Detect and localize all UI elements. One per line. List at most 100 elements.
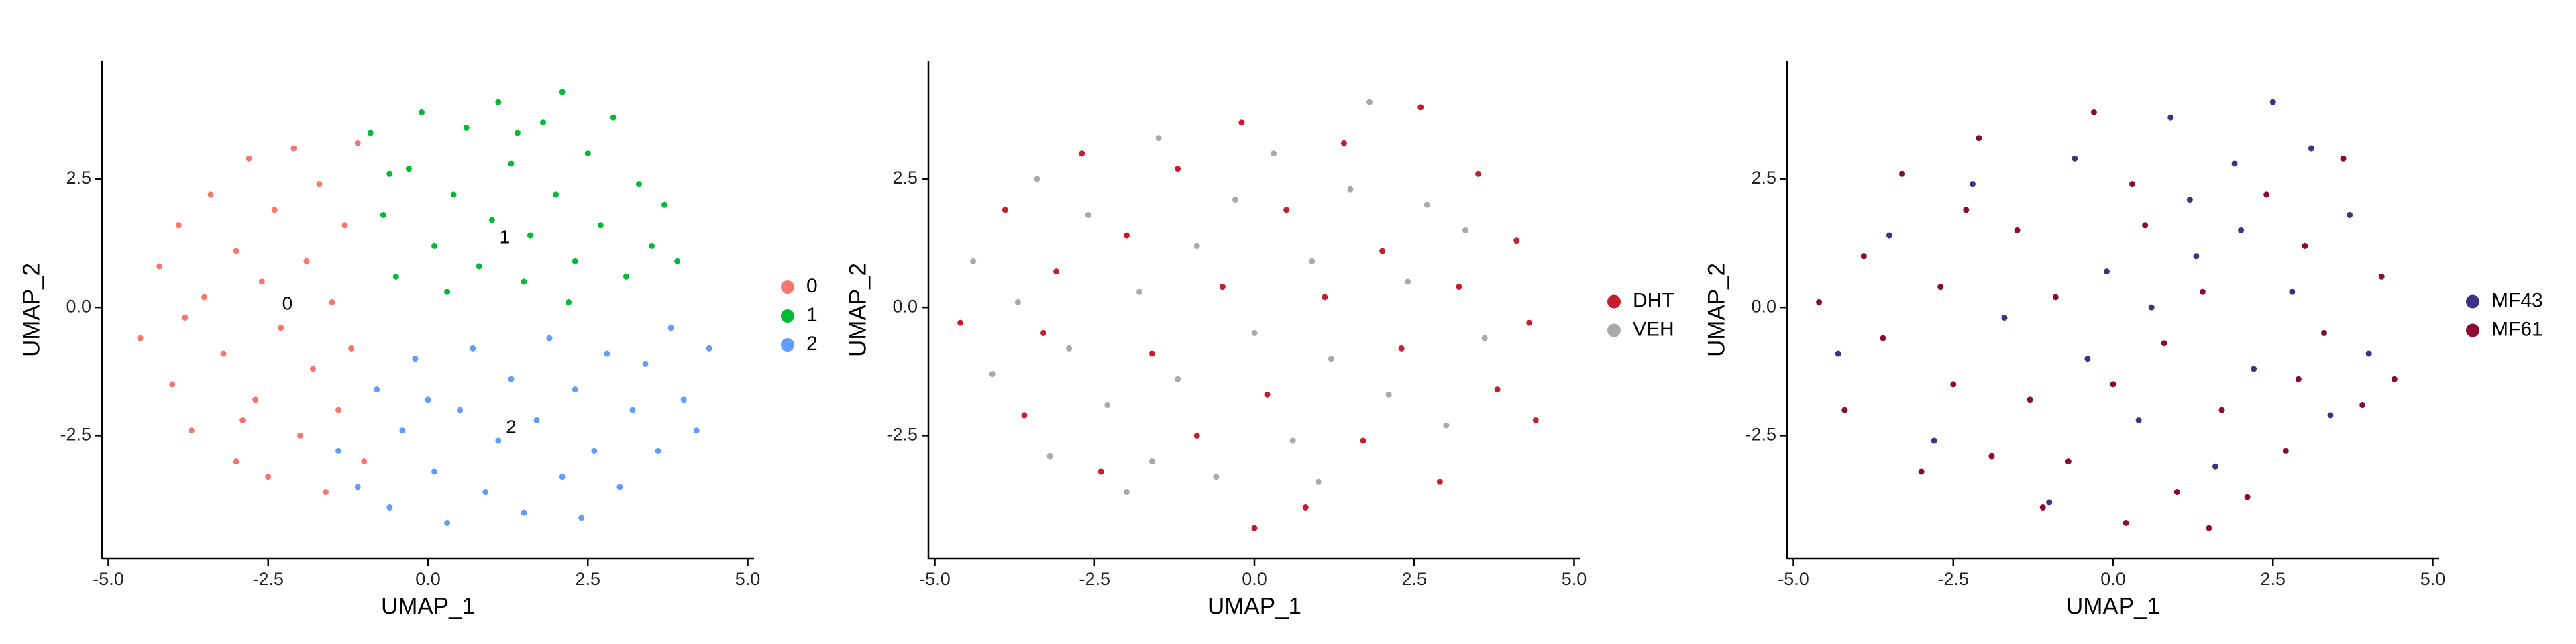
point	[495, 99, 502, 105]
point	[476, 263, 482, 270]
point	[175, 222, 182, 229]
point	[354, 484, 361, 490]
point	[655, 447, 661, 454]
point	[1097, 468, 1104, 475]
point	[354, 140, 361, 146]
point	[1251, 525, 1258, 531]
point	[246, 155, 252, 162]
point	[584, 150, 591, 157]
point	[386, 504, 393, 511]
point	[1462, 227, 1468, 233]
point	[1085, 211, 1091, 218]
point	[2199, 288, 2206, 295]
point	[1347, 186, 1354, 193]
point	[329, 299, 335, 306]
point	[1937, 284, 1944, 290]
point	[2289, 288, 2296, 295]
point	[1360, 437, 1366, 444]
point	[578, 515, 585, 521]
y-tick-label: -2.5	[1745, 425, 1776, 445]
point	[1379, 248, 1386, 254]
point	[457, 407, 464, 413]
point	[323, 489, 329, 496]
point	[309, 366, 316, 372]
point	[1880, 335, 1886, 341]
point	[1002, 207, 1008, 213]
point	[297, 432, 303, 439]
point	[508, 160, 515, 167]
point	[1436, 478, 1443, 485]
point	[2039, 504, 2046, 511]
point	[2072, 155, 2078, 162]
point	[201, 294, 207, 301]
point	[233, 458, 239, 465]
x-tick-label: 2.5	[1401, 569, 1427, 589]
point	[2347, 211, 2353, 218]
point	[1079, 150, 1085, 157]
point	[521, 509, 527, 516]
point	[380, 211, 386, 218]
point	[169, 381, 176, 388]
point	[591, 447, 598, 454]
legend-swatch	[781, 280, 794, 294]
legend-label: 0	[806, 275, 818, 297]
point	[680, 396, 687, 403]
point	[1532, 417, 1539, 423]
point	[1155, 135, 1162, 142]
point	[1123, 489, 1130, 496]
point	[2142, 222, 2149, 229]
point	[182, 314, 189, 321]
point	[649, 242, 655, 249]
point	[572, 386, 578, 393]
point	[271, 207, 278, 213]
x-tick-label: -2.5	[1937, 569, 1969, 589]
point	[2391, 376, 2398, 382]
point	[405, 166, 412, 172]
point	[1219, 284, 1226, 290]
point	[137, 335, 144, 341]
point	[278, 325, 284, 331]
point	[604, 350, 610, 357]
x-tick-label: -5.0	[93, 569, 124, 589]
y-tick-label: 2.5	[892, 168, 918, 188]
point	[635, 181, 642, 188]
point	[559, 89, 566, 95]
x-tick-label: 5.0	[735, 569, 761, 589]
point	[1175, 376, 1181, 382]
point	[1040, 329, 1047, 336]
point	[674, 258, 681, 264]
point	[566, 299, 572, 306]
point	[1014, 299, 1021, 306]
panel: 0 1 2 -5.0 -2.5 0.0 2.5 5.0 -2.5 0.0 2.5 UMAP_1 UMAP…	[18, 61, 818, 619]
point	[392, 273, 399, 280]
point	[2302, 242, 2308, 249]
y-tick-label: 2.5	[1751, 168, 1776, 188]
point	[1494, 386, 1501, 393]
point	[2308, 145, 2314, 152]
point	[1475, 170, 1482, 177]
y-axis-title: UMAP_2	[1703, 263, 1729, 357]
y-tick-label: -2.5	[60, 425, 91, 445]
point	[252, 396, 259, 403]
x-tick-label: 5.0	[2420, 569, 2446, 589]
point	[2244, 494, 2251, 500]
point	[661, 201, 668, 208]
legend-swatch	[2466, 323, 2479, 337]
point	[2231, 160, 2238, 167]
point	[616, 484, 623, 490]
point	[989, 371, 996, 378]
point	[1526, 319, 1533, 326]
point	[1066, 345, 1073, 352]
point	[1283, 207, 1290, 213]
x-tick-label: 2.5	[575, 569, 600, 589]
point	[1816, 299, 1823, 306]
x-axis-title: UMAP_1	[1208, 593, 1301, 619]
point	[303, 258, 310, 264]
point	[1264, 391, 1271, 398]
point	[1289, 437, 1296, 444]
x-tick-label: 5.0	[1562, 569, 1587, 589]
point	[642, 360, 649, 367]
point	[265, 474, 272, 480]
point	[290, 145, 297, 152]
point	[233, 248, 239, 254]
